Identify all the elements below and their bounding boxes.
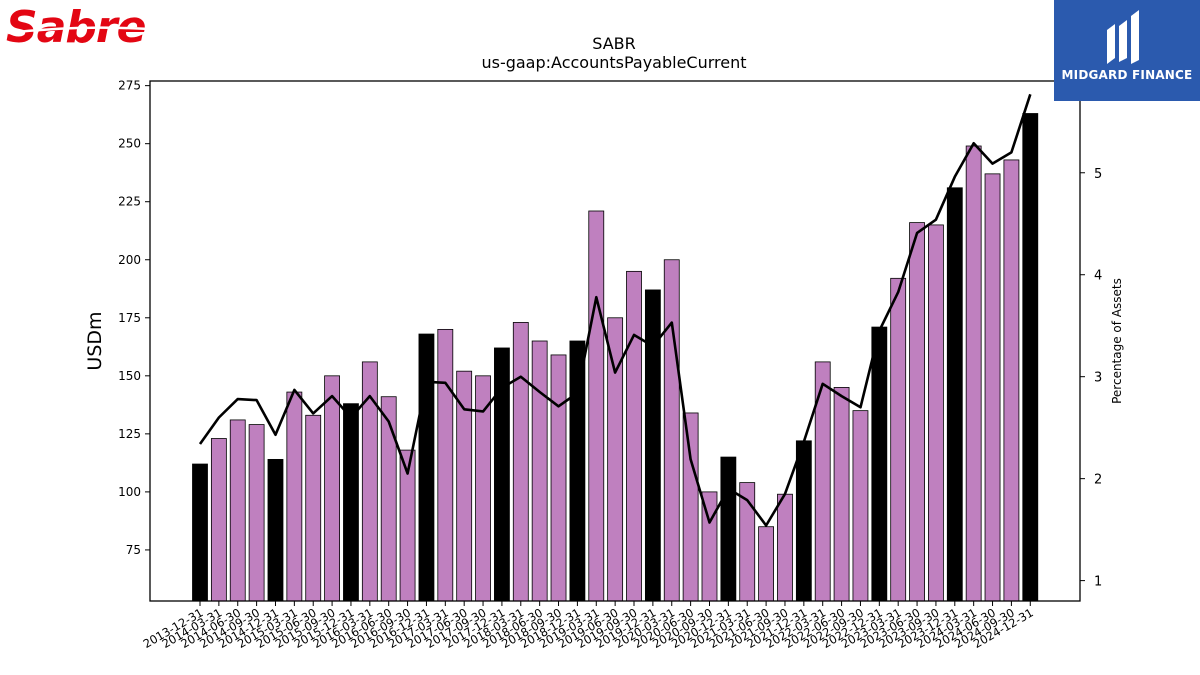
bar-2022-12-31 xyxy=(871,326,888,602)
bar-2020-06-30 xyxy=(682,412,699,602)
bar-series xyxy=(192,113,1039,602)
y2-axis-ticks: 1 2 3 4 5 xyxy=(1080,167,1102,590)
y2-axis-label: Percentage of Assets xyxy=(1110,278,1124,404)
bar-2022-09-30 xyxy=(852,410,869,602)
bar-2023-12-31 xyxy=(946,187,963,602)
bar-2022-06-30 xyxy=(833,387,850,602)
y-tick-label: 75 xyxy=(126,543,141,557)
sabre-logo: Sabre xyxy=(4,2,169,53)
bar-2015-09-30 xyxy=(324,375,340,602)
bar-2018-09-30 xyxy=(550,354,567,602)
y-tick-label: 175 xyxy=(118,311,141,325)
bar-2020-12-31 xyxy=(720,456,737,602)
y-tick-label: 125 xyxy=(118,427,141,441)
bar-2014-06-30 xyxy=(229,419,246,602)
y-tick-label: 275 xyxy=(118,79,141,93)
bar-2014-12-31 xyxy=(267,458,284,602)
midgard-emblem-right xyxy=(1131,10,1139,64)
bar-2024-09-30 xyxy=(1003,159,1020,602)
y-tick-label: 100 xyxy=(118,485,141,499)
bar-2016-12-31 xyxy=(418,333,435,602)
bar-2019-09-30 xyxy=(626,270,642,602)
plot-frame xyxy=(149,80,1081,602)
bar-2013-12-31 xyxy=(192,463,208,602)
bar-2019-03-31 xyxy=(588,210,605,602)
y2-tick-label: 2 xyxy=(1094,473,1102,488)
sabre-wordmark: Sabre xyxy=(6,2,146,50)
midgard-emblem-mid xyxy=(1119,20,1127,62)
chart-subtitle: us-gaap:AccountsPayableCurrent xyxy=(481,53,746,72)
y-axis-label: USDm xyxy=(84,311,106,370)
bar-2021-09-30 xyxy=(777,493,793,602)
y-axis-ticks: 75 100 125 150 175 200 225 250 275 xyxy=(118,79,150,557)
y2-tick-label: 4 xyxy=(1094,269,1102,284)
bar-2018-12-31 xyxy=(569,340,586,602)
bar-2015-03-31 xyxy=(286,391,303,602)
y2-tick-label: 1 xyxy=(1094,575,1102,590)
midgard-logo: MIDGARD FINANCE xyxy=(1054,0,1200,101)
bar-2023-03-31 xyxy=(890,277,907,602)
bar-2015-06-30 xyxy=(305,414,322,602)
bar-2018-06-30 xyxy=(531,340,548,602)
line-series xyxy=(198,93,1032,527)
bar-2014-09-30 xyxy=(248,424,265,602)
bar-2024-06-30 xyxy=(984,173,1001,602)
bar-2014-03-31 xyxy=(210,438,227,602)
bar-2016-06-30 xyxy=(380,396,397,602)
y-tick-label: 250 xyxy=(118,137,141,151)
y-tick-label: 225 xyxy=(118,195,141,209)
bar-2023-09-30 xyxy=(928,224,944,602)
chart-title-group: SABR us-gaap:AccountsPayableCurrent xyxy=(481,34,746,72)
y2-tick-label: 3 xyxy=(1094,371,1102,386)
x-axis-ticks: 2013-12-312014-03-312014-06-302014-09-30… xyxy=(141,601,1036,651)
y-tick-label: 150 xyxy=(118,369,141,383)
bar-2024-12-31 xyxy=(1022,113,1039,602)
y2-tick-label: 5 xyxy=(1094,167,1102,182)
bar-2018-03-31 xyxy=(512,322,529,602)
bar-2017-03-31 xyxy=(437,328,454,602)
bar-2020-03-31 xyxy=(663,259,680,602)
y-tick-label: 200 xyxy=(118,253,141,267)
sabre-swoosh xyxy=(7,26,163,35)
midgard-wordmark: MIDGARD FINANCE xyxy=(1061,68,1193,82)
bar-2023-06-30 xyxy=(909,222,925,602)
bar-2021-12-31 xyxy=(795,440,812,602)
midgard-emblem-left xyxy=(1107,24,1115,64)
percentage-of-assets-line xyxy=(198,93,1032,527)
sabre-logo-mark: Sabre xyxy=(6,2,163,53)
bar-2015-12-31 xyxy=(343,403,359,602)
bar-2024-03-31 xyxy=(965,145,982,602)
bar-2017-06-30 xyxy=(456,370,473,602)
bar-2021-06-30 xyxy=(758,526,774,602)
bar-2019-12-31 xyxy=(644,289,661,602)
chart-title: SABR xyxy=(592,34,636,53)
midgard-logo-mark xyxy=(1054,0,1200,101)
